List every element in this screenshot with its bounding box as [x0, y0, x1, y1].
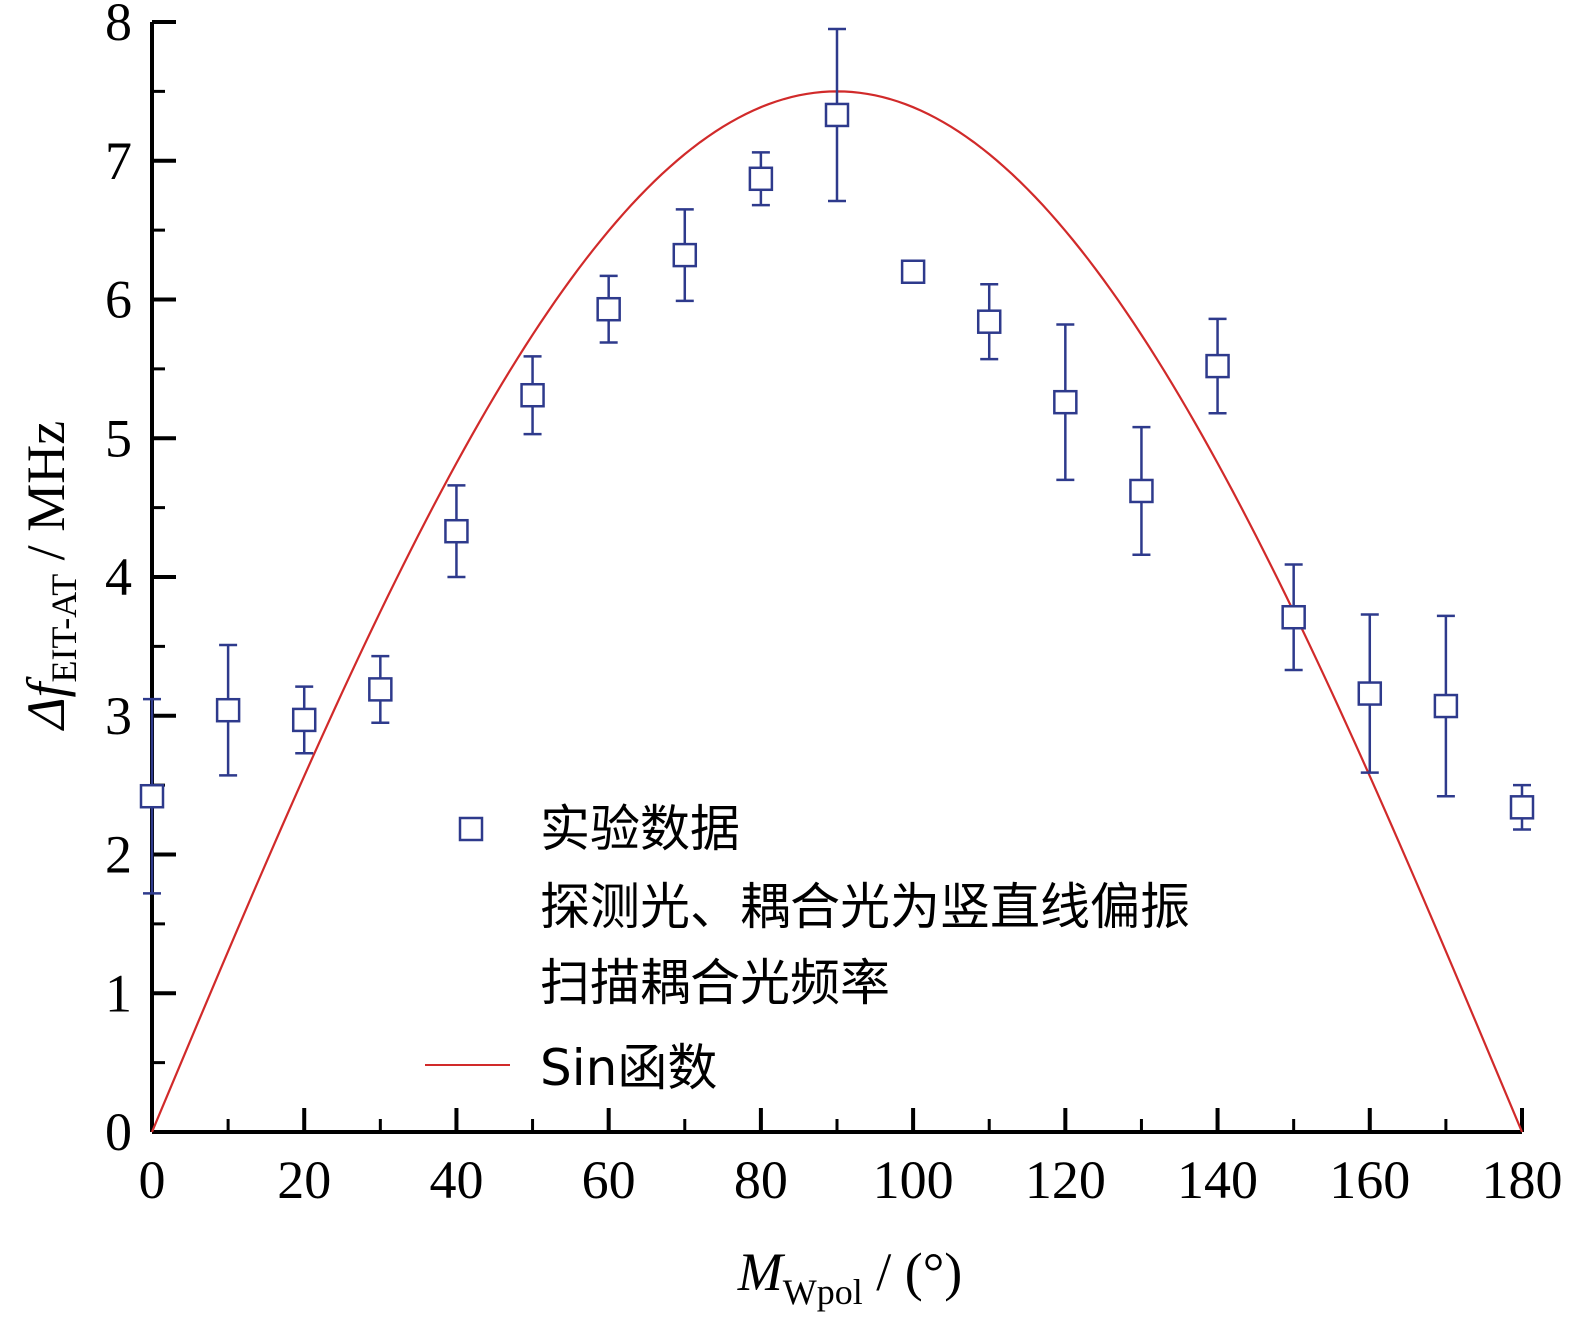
data-marker [900, 259, 926, 284]
data-marker [596, 296, 621, 322]
y-tick-label-4: 4 [105, 547, 132, 607]
data-marker [824, 102, 850, 128]
x-tick-label-0: 0 [139, 1150, 166, 1210]
y-axis-label-main: Δf [16, 675, 76, 731]
legend-line-label: Sin函数 [540, 1039, 717, 1097]
data-point-40 [444, 484, 469, 579]
data-point-150 [1281, 563, 1306, 672]
x-tick-label-20: 20 [277, 1150, 331, 1210]
data-point-60 [596, 274, 621, 344]
x-tick-label-40: 40 [429, 1150, 483, 1210]
data-point-70 [672, 208, 698, 303]
data-marker [1509, 795, 1535, 820]
x-tick-label-80: 80 [734, 1150, 788, 1210]
data-point-180 [1509, 783, 1535, 831]
data-marker [748, 166, 774, 192]
y-axis-label-unit: / MHz [16, 421, 76, 574]
data-point-90 [824, 27, 850, 203]
x-axis-label: MWpol / (°) [737, 1242, 963, 1312]
data-point-130 [1129, 425, 1154, 557]
data-point-30 [368, 654, 393, 724]
axes: 0 20 40 60 80 100 120 140 160 180 0 1 2 3 4 5 6 7 8 [105, 0, 1563, 1210]
y-tick-label-3: 3 [105, 686, 132, 746]
y-tick-label-1: 1 [105, 963, 132, 1023]
y-tick-label-6: 6 [105, 270, 132, 330]
x-tick-label-160: 160 [1329, 1150, 1410, 1210]
y-tick-label-5: 5 [105, 408, 132, 468]
legend-marker-label-line-1: 实验数据 [540, 800, 740, 858]
x-tick-label-180: 180 [1482, 1150, 1563, 1210]
y-tick-label-2: 2 [105, 825, 132, 885]
x-tick-label-60: 60 [582, 1150, 636, 1210]
data-marker [1205, 353, 1230, 379]
x-axis-label-unit: / (°) [863, 1242, 963, 1302]
x-tick-label-140: 140 [1177, 1150, 1258, 1210]
data-point-160 [1357, 613, 1383, 774]
x-axis-label-sub: Wpol [783, 1272, 863, 1312]
data-marker [139, 783, 165, 809]
legend-marker-icon [458, 816, 484, 842]
y-tick-label-7: 7 [105, 131, 132, 191]
x-tick-label-100: 100 [873, 1150, 954, 1210]
data-marker [291, 707, 317, 733]
legend-marker-label-line-2: 探测光、耦合光为竖直线偏振 [540, 878, 1190, 936]
data-point-110 [976, 282, 1002, 361]
y-axis-label-sub: EIT-AT [44, 574, 84, 683]
data-point-20 [291, 685, 317, 755]
y-axis-label: ΔfEIT-AT / MHz [16, 421, 84, 731]
legend: 实验数据 探测光、耦合光为竖直线偏振 扫描耦合光频率 Sin函数 [425, 800, 1190, 1097]
data-points-layer [139, 27, 1535, 895]
data-marker [1433, 693, 1459, 719]
data-point-0 [139, 697, 165, 895]
data-point-100 [900, 259, 926, 284]
data-marker [1129, 478, 1154, 504]
data-point-170 [1433, 614, 1459, 798]
data-marker [976, 309, 1002, 334]
data-marker [520, 382, 545, 408]
data-marker [672, 242, 698, 268]
data-point-140 [1205, 317, 1230, 415]
data-point-120 [1053, 323, 1078, 482]
data-point-50 [520, 355, 545, 436]
data-marker [1281, 604, 1306, 630]
data-marker [1357, 681, 1383, 706]
data-marker [215, 697, 241, 723]
data-point-80 [748, 151, 774, 207]
data-marker [444, 518, 469, 544]
legend-marker-label-line-3: 扫描耦合光频率 [540, 954, 890, 1012]
x-tick-label-120: 120 [1025, 1150, 1106, 1210]
data-point-10 [215, 643, 241, 777]
data-marker [368, 677, 393, 702]
y-tick-label-8: 8 [105, 0, 132, 52]
y-tick-label-0: 0 [105, 1102, 132, 1162]
data-marker [1053, 389, 1078, 415]
x-axis-label-main: M [737, 1242, 786, 1302]
